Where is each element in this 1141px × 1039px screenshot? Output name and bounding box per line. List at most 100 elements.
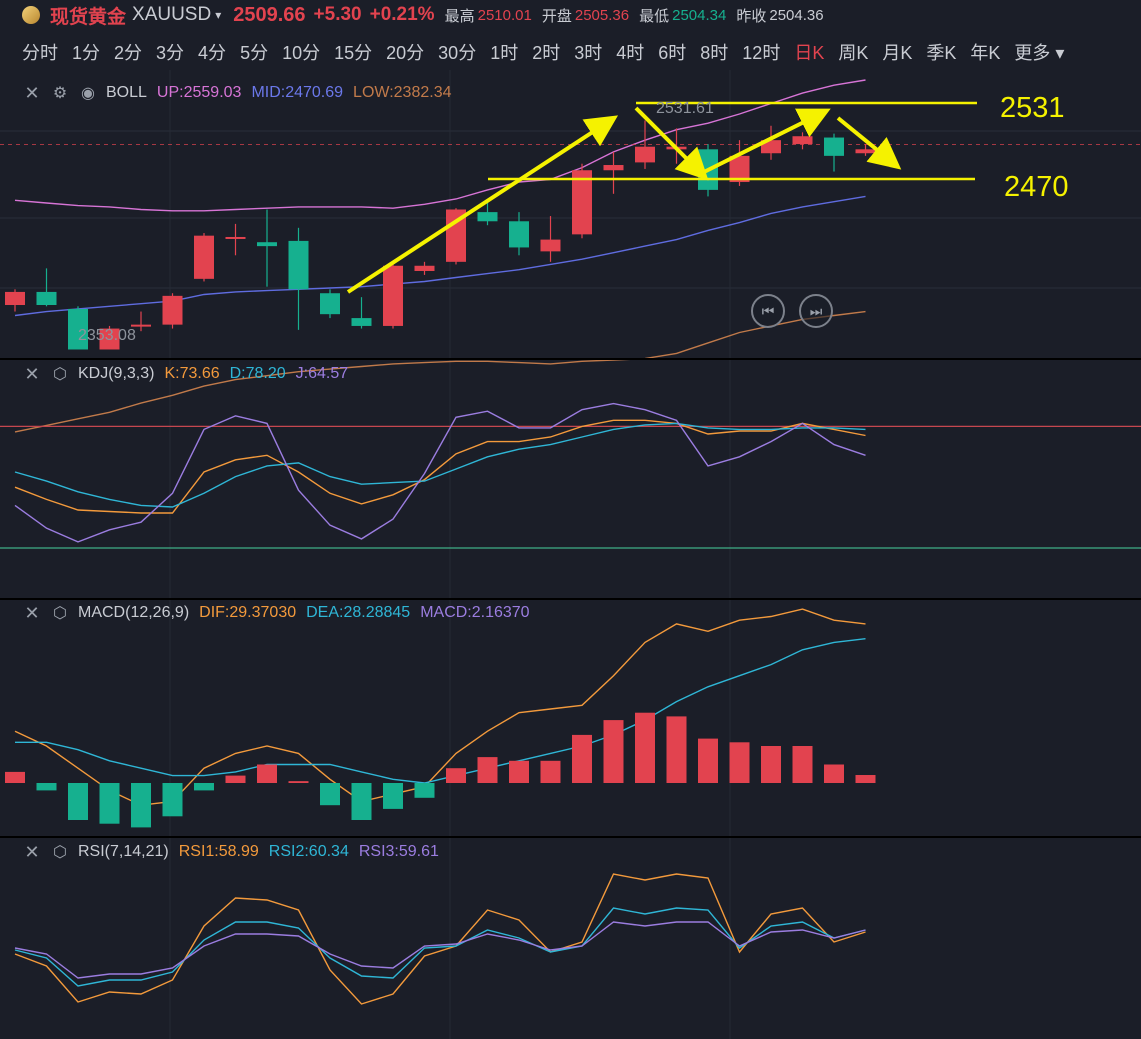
level-2470-annotation: 2470 (1004, 171, 1069, 203)
candle-body (68, 308, 88, 350)
candle-body (509, 221, 529, 248)
macd-bar (729, 742, 750, 783)
kdj-j-value: J:64.57 (295, 365, 349, 382)
rsi1-line (14, 873, 866, 1005)
indicator-name[interactable]: RSI(7,14,21) (78, 843, 169, 860)
macd-bar (320, 783, 340, 806)
close-icon[interactable]: ✕ (24, 363, 40, 384)
tab-timeframe[interactable]: 6时 (658, 43, 687, 63)
quote-header: 现货黄金 XAUUSD ▾ 2509.66 +5.30 +0.21% 最高 251… (0, 0, 1141, 30)
candle-body (36, 291, 57, 306)
tab-timeframe[interactable]: 更多 ▾ (1014, 43, 1065, 63)
open-value: 2505.36 (574, 6, 630, 24)
macd-bar (509, 760, 529, 783)
symbol-selector[interactable]: XAUUSD (132, 4, 212, 25)
macd-bar (194, 783, 214, 791)
close-icon[interactable]: ✕ (24, 82, 40, 103)
settings-icon[interactable]: ⬡ (53, 366, 67, 383)
macd-bar (225, 775, 246, 783)
step-forward-button[interactable]: ⏭ (799, 294, 833, 328)
step-back-icon: ⏮ (761, 302, 775, 319)
tab-timeframe[interactable]: 日K (794, 43, 825, 63)
boll-up-value: UP:2559.03 (156, 84, 242, 101)
step-back-button[interactable]: ⏮ (751, 294, 785, 328)
tab-timeframe[interactable]: 3分 (156, 43, 185, 63)
macd-bar (414, 783, 435, 798)
macd-bar (257, 764, 277, 783)
boll-header: ✕ ⚙ ◉ BOLL UP:2559.03 MID:2470.69 LOW:23… (0, 80, 451, 106)
chevron-down-icon[interactable]: ▾ (215, 8, 222, 22)
tab-timeframe[interactable]: 分时 (22, 43, 58, 63)
panel-divider (0, 836, 1141, 838)
panel-divider (0, 598, 1141, 600)
candle-body (761, 140, 781, 154)
boll-mid-line (14, 195, 866, 317)
gear-icon[interactable]: ⚙ (52, 85, 68, 102)
tab-timeframe[interactable]: 季K (926, 43, 957, 63)
candle-body (635, 146, 655, 163)
close-icon[interactable]: ✕ (24, 841, 40, 862)
kdj-k-value: K:73.66 (164, 365, 220, 382)
tab-timeframe[interactable]: 30分 (438, 43, 477, 63)
macd-dif-value: DIF:29.37030 (199, 604, 297, 621)
macd-hist-value: MACD:2.16370 (420, 604, 530, 621)
macd-bar (446, 768, 466, 783)
tab-timeframe[interactable]: 2分 (114, 43, 143, 63)
tab-timeframe[interactable]: 12时 (742, 43, 781, 63)
eye-icon[interactable]: ◉ (81, 85, 95, 102)
candle-body (855, 149, 876, 154)
tab-timeframe[interactable]: 年K (970, 43, 1001, 63)
settings-icon[interactable]: ⬡ (53, 844, 67, 861)
tab-timeframe[interactable]: 2时 (532, 43, 561, 63)
tab-timeframe[interactable]: 15分 (334, 43, 373, 63)
macd-bar (383, 783, 403, 809)
kdj-j-line (14, 402, 866, 543)
macd-header: ✕ ⬡ MACD(12,26,9) DIF:29.37030 DEA:28.28… (0, 600, 530, 626)
candle-body (194, 235, 214, 279)
indicator-name[interactable]: MACD(12,26,9) (78, 604, 190, 621)
candle-body (477, 212, 498, 222)
indicator-name[interactable]: BOLL (106, 84, 147, 101)
tab-timeframe[interactable]: 周K (838, 43, 869, 63)
tab-timeframe[interactable]: 8时 (700, 43, 729, 63)
candle-body (131, 324, 151, 327)
macd-bar (792, 746, 813, 783)
macd-bar (698, 738, 718, 783)
tab-timeframe[interactable]: 3时 (574, 43, 603, 63)
macd-dea-line (15, 638, 866, 784)
tab-timeframe[interactable]: 20分 (386, 43, 425, 63)
candle-body (225, 236, 246, 239)
close-icon[interactable]: ✕ (24, 602, 40, 623)
macd-bar (572, 734, 592, 783)
boll-mid-value: MID:2470.69 (251, 84, 344, 101)
rsi3-line (14, 921, 866, 979)
settings-icon[interactable]: ⬡ (53, 605, 67, 622)
candle-body (162, 295, 183, 325)
candle-body (572, 170, 592, 235)
rsi3-value: RSI3:59.61 (358, 843, 439, 860)
indicator-name[interactable]: KDJ(9,3,3) (78, 365, 155, 382)
open-label: 开盘 (541, 7, 572, 25)
candle-body (288, 240, 309, 290)
rsi2-line (14, 907, 866, 987)
tab-timeframe[interactable]: 月K (882, 43, 913, 63)
tab-timeframe[interactable]: 10分 (282, 43, 321, 63)
tab-timeframe[interactable]: 1分 (72, 43, 101, 63)
tab-timeframe[interactable]: 1时 (490, 43, 519, 63)
macd-dif-line (14, 608, 866, 806)
tab-timeframe[interactable]: 4时 (616, 43, 645, 63)
tab-timeframe[interactable]: 5分 (240, 43, 269, 63)
candle-body (414, 265, 435, 271)
macd-bar (855, 775, 876, 783)
macd-bar (761, 746, 781, 783)
tab-timeframe[interactable]: 4分 (198, 43, 227, 63)
low-value: 2504.34 (672, 6, 727, 24)
candle-body (351, 318, 372, 326)
trend-arrow (634, 106, 709, 181)
level-2531-annotation: 2531 (1000, 92, 1065, 124)
macd-bar (635, 712, 655, 783)
prev-close-label: 昨收 (736, 7, 767, 25)
instrument-title: 现货黄金 (50, 6, 127, 28)
boll-low-line (14, 310, 866, 433)
boll-up-line (14, 79, 866, 212)
